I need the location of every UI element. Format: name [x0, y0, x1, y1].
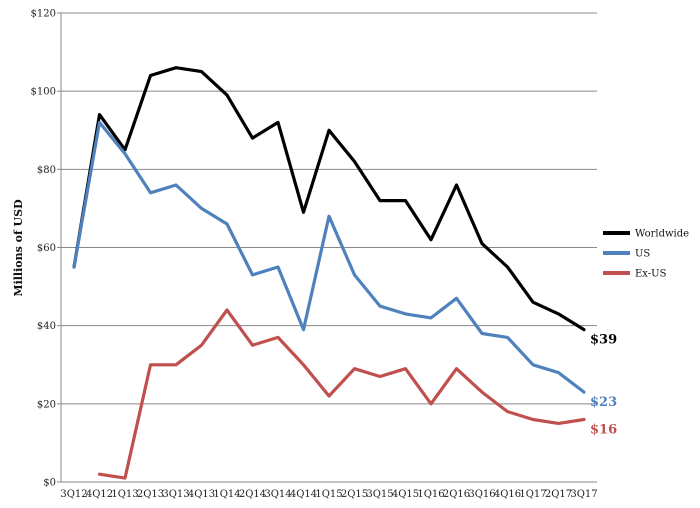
- x-tick-label: 2Q16: [443, 489, 470, 500]
- x-tick-label: 3Q12: [60, 489, 87, 500]
- legend: Worldwide US Ex-US: [603, 229, 689, 280]
- x-tick-label: 3Q14: [264, 489, 291, 500]
- legend-entry: Worldwide: [635, 229, 689, 240]
- x-tick-label: 1Q14: [213, 489, 240, 500]
- gridlines: [57, 12, 597, 483]
- x-tick-label: 4Q13: [188, 489, 215, 500]
- x-tick-label: 2Q14: [239, 489, 266, 500]
- y-tick-label: $20: [37, 399, 56, 410]
- y-tick-label: $120: [31, 9, 56, 20]
- series-lines: [72, 66, 586, 480]
- x-tick-label: 1Q16: [417, 489, 444, 500]
- y-tick-label: $100: [31, 87, 56, 98]
- x-tick-label: 3Q13: [162, 489, 189, 500]
- series-line-ex-us: [97, 308, 586, 480]
- x-tick-label: 4Q16: [494, 489, 521, 500]
- end-labels: $39 $23 $16: [590, 333, 617, 438]
- y-tick-label: $0: [43, 478, 56, 489]
- x-tick-label: 1Q17: [519, 489, 546, 500]
- x-tick-label: 3Q16: [468, 489, 495, 500]
- x-tick-label: 2Q15: [341, 489, 368, 500]
- x-tick-label: 1Q13: [111, 489, 138, 500]
- x-tick-label: 2Q13: [137, 489, 164, 500]
- series-line-us: [72, 120, 586, 394]
- x-tick-labels: 3Q124Q121Q132Q133Q134Q131Q142Q143Q144Q14…: [60, 489, 597, 500]
- x-tick-label: 3Q15: [366, 489, 393, 500]
- y-tick-label: $60: [37, 243, 56, 254]
- x-tick-label: 4Q14: [290, 489, 317, 500]
- end-label-us: $23: [590, 395, 617, 410]
- legend-entry: Ex-US: [635, 269, 667, 280]
- x-tick-label: 4Q12: [86, 489, 113, 500]
- x-tick-label: 4Q15: [392, 489, 419, 500]
- y-tick-label: $80: [37, 165, 56, 176]
- y-tick-label: $40: [37, 321, 56, 332]
- x-tick-label: 1Q15: [315, 489, 342, 500]
- y-axis-label: Millions of USD: [12, 199, 25, 297]
- x-tick-label: 3Q17: [570, 489, 597, 500]
- legend-entry: US: [635, 249, 650, 260]
- end-label-ex-us: $16: [590, 422, 617, 437]
- y-tick-labels: $0 $20 $40 $60 $80 $100 $120: [31, 9, 56, 489]
- x-tick-label: 2Q17: [545, 489, 572, 500]
- series-line-worldwide: [72, 66, 586, 332]
- end-label-worldwide: $39: [590, 333, 617, 348]
